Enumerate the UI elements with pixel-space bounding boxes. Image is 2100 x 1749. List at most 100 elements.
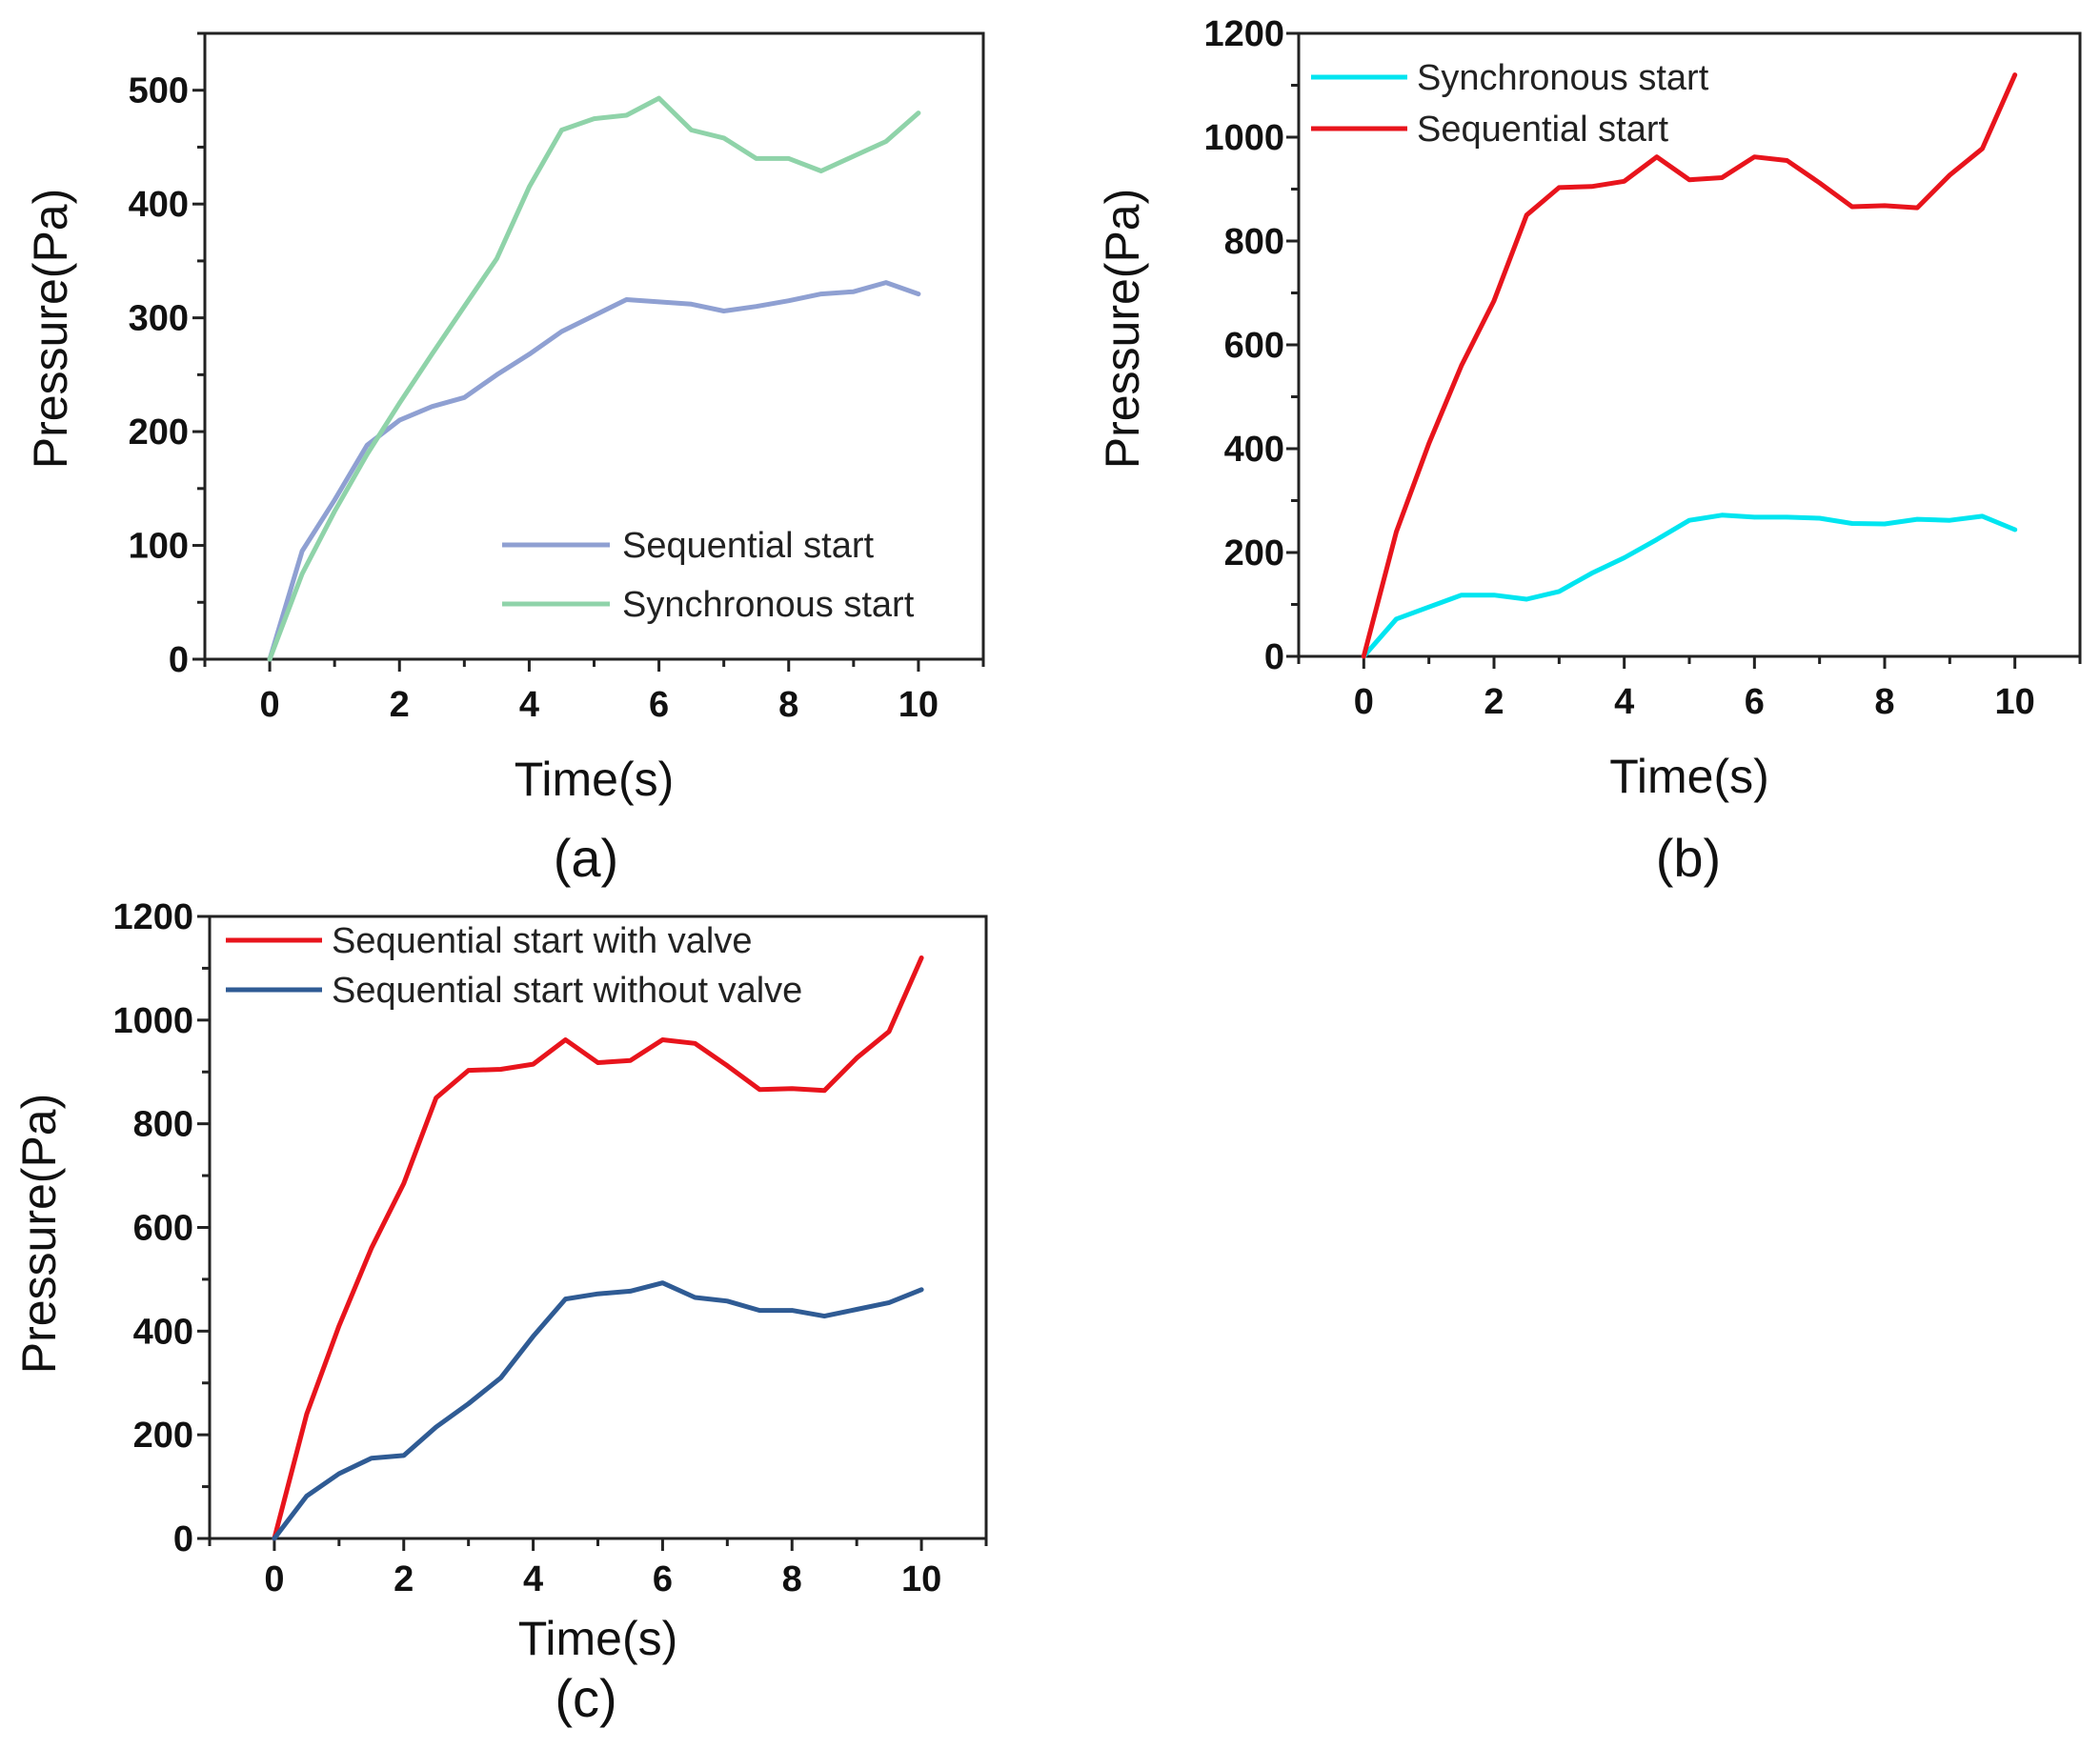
data-point xyxy=(1557,589,1562,594)
data-point xyxy=(336,1471,342,1477)
data-point xyxy=(1785,514,1789,520)
x-axis-label: Time(s) xyxy=(1609,750,1769,803)
x-tick-label: 0 xyxy=(260,685,280,725)
data-point xyxy=(883,280,889,285)
data-point xyxy=(786,156,791,161)
data-point xyxy=(267,656,273,662)
data-point xyxy=(498,1376,503,1380)
y-tick-label: 400 xyxy=(1224,430,1284,470)
data-point xyxy=(1491,593,1497,597)
data-point xyxy=(466,1401,471,1406)
data-point xyxy=(462,395,467,400)
data-point xyxy=(786,298,791,303)
data-point xyxy=(592,116,596,121)
data-point xyxy=(754,156,758,161)
data-point xyxy=(660,1280,665,1285)
data-point xyxy=(628,1058,633,1063)
data-point xyxy=(498,1067,503,1072)
data-point xyxy=(434,1424,438,1430)
series-line-2 xyxy=(272,1280,924,1541)
series-line-1 xyxy=(1361,513,2018,659)
y-tick-label: 1000 xyxy=(112,1001,193,1041)
legend-entry: Synchronous start xyxy=(1417,58,1709,98)
data-point xyxy=(365,443,370,448)
y-tick-label: 800 xyxy=(133,1105,193,1145)
data-point xyxy=(430,352,434,357)
data-point xyxy=(757,1308,762,1313)
data-point xyxy=(336,1323,342,1329)
data-point xyxy=(1459,593,1464,597)
data-point xyxy=(1914,205,1920,211)
y-tick-label: 1200 xyxy=(1203,14,1284,54)
x-tick-label: 8 xyxy=(1874,682,1894,722)
data-point xyxy=(624,297,629,302)
x-tick-label: 6 xyxy=(649,685,669,725)
legend-entry: Sequential start xyxy=(622,526,874,566)
panel-label: (c) xyxy=(555,1668,616,1728)
x-tick-label: 0 xyxy=(1354,682,1374,722)
data-point xyxy=(1980,146,1985,151)
data-point xyxy=(1362,653,1366,659)
data-point xyxy=(365,452,370,457)
data-point xyxy=(1394,616,1399,621)
data-point xyxy=(332,497,337,502)
legend-entry: Sequential start xyxy=(1417,110,1668,150)
data-point xyxy=(1882,203,1888,209)
data-point xyxy=(1719,175,1725,180)
data-point xyxy=(1557,185,1562,191)
data-point xyxy=(854,1055,859,1060)
data-point xyxy=(1686,177,1692,182)
data-point xyxy=(656,95,661,101)
chart-panel-c: 0 2 4 6 8 10 0 200 400 600 800 1000 1200 Time(s) Press… xyxy=(12,897,988,1728)
x-tick-label: 10 xyxy=(901,1559,941,1599)
data-point xyxy=(592,313,596,318)
x-axis-label: Time(s) xyxy=(518,1612,678,1665)
panel-label: (a) xyxy=(554,828,618,888)
y-axis-label: Pressure(Pa) xyxy=(12,1094,66,1375)
data-point xyxy=(596,1060,600,1065)
data-point xyxy=(624,112,629,118)
data-point xyxy=(1948,172,1952,177)
y-tick-label: 1200 xyxy=(112,897,193,937)
data-point xyxy=(1980,513,1985,519)
data-point xyxy=(1589,184,1594,189)
data-point xyxy=(790,1086,795,1091)
data-point xyxy=(304,1494,310,1498)
data-point xyxy=(721,135,726,141)
data-point xyxy=(559,128,564,132)
x-axis-label: Time(s) xyxy=(515,753,675,806)
data-point xyxy=(299,572,305,576)
data-point xyxy=(495,372,499,377)
data-point xyxy=(1817,180,1822,186)
legend-entry: Sequential start with valve xyxy=(332,921,752,961)
data-point xyxy=(397,417,402,423)
legend-entry: Sequential start without valve xyxy=(332,971,802,1011)
data-point xyxy=(1622,555,1626,560)
data-point xyxy=(1686,518,1692,523)
data-point xyxy=(725,1063,730,1068)
data-point xyxy=(754,304,758,309)
data-point xyxy=(397,401,402,406)
data-point xyxy=(689,128,694,132)
x-tick-label: 10 xyxy=(1995,682,2035,722)
data-point xyxy=(272,1536,277,1541)
data-point xyxy=(818,169,823,173)
data-point xyxy=(369,1456,374,1460)
data-point xyxy=(1914,516,1920,522)
data-point xyxy=(1524,212,1529,217)
data-point xyxy=(1882,521,1888,527)
data-point xyxy=(1719,513,1725,517)
y-tick-label: 1000 xyxy=(1203,118,1284,158)
y-tick-label: 600 xyxy=(133,1209,193,1249)
y-axis-label: Pressure(Pa) xyxy=(24,189,77,470)
y-tick-label: 0 xyxy=(173,1519,193,1559)
data-point xyxy=(919,955,924,960)
data-point xyxy=(628,1289,633,1294)
data-point xyxy=(1589,571,1594,575)
data-point xyxy=(563,1037,568,1042)
data-point xyxy=(401,1181,406,1186)
x-tick-label: 0 xyxy=(264,1559,284,1599)
y-tick-label: 200 xyxy=(129,412,189,452)
data-point xyxy=(1752,514,1757,520)
data-point xyxy=(495,256,499,261)
